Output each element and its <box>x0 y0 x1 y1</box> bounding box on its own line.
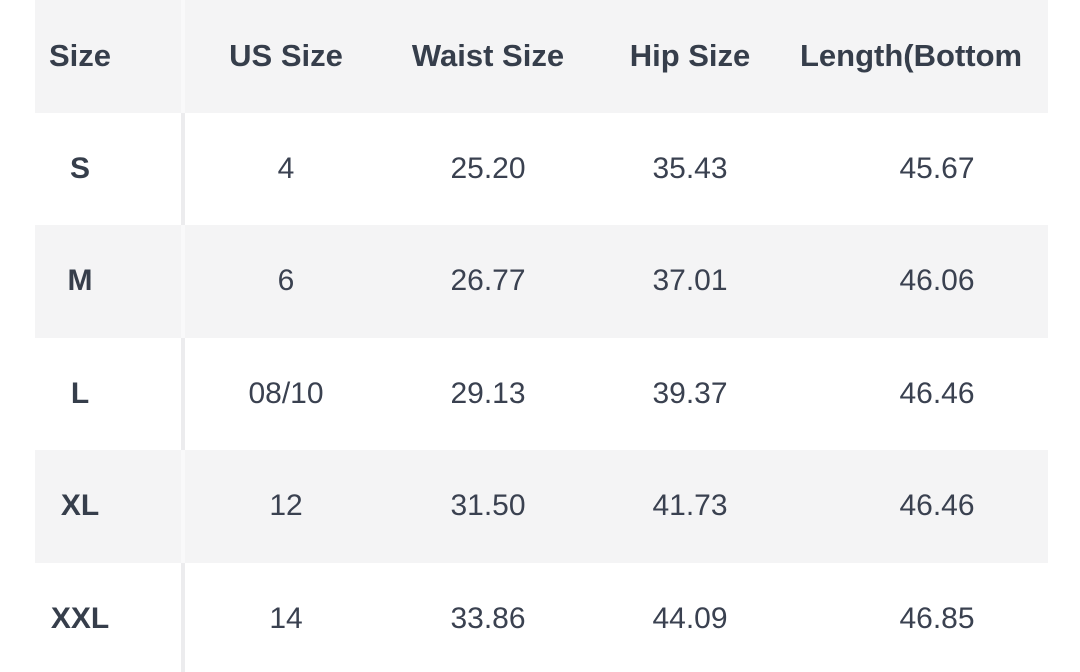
column-header-waist-size: Waist Size <box>411 38 565 74</box>
cell-waist-size: 25.20 <box>450 151 526 185</box>
column-divider <box>181 112 185 225</box>
column-divider <box>181 0 185 113</box>
cell-length: 45.67 <box>899 151 975 185</box>
cell-size: M <box>67 264 93 298</box>
cell-length: 46.46 <box>899 376 975 410</box>
cell-waist-size: 29.13 <box>450 376 526 410</box>
table-row-s: S 4 25.20 35.43 45.67 <box>35 112 1048 225</box>
cell-us-size: 12 <box>269 489 303 523</box>
column-header-us-size: US Size <box>229 38 343 74</box>
cell-hip-size: 35.43 <box>652 151 728 185</box>
cell-size: XL <box>60 489 100 523</box>
column-header-size: Size <box>48 38 112 74</box>
cell-size: L <box>70 376 90 410</box>
cell-length: 46.85 <box>899 601 975 635</box>
column-divider <box>181 225 185 338</box>
column-divider <box>181 562 185 672</box>
column-divider <box>181 337 185 450</box>
cell-us-size: 4 <box>277 151 295 185</box>
table-row-xxl: XXL 14 33.86 44.09 46.85 <box>35 562 1048 672</box>
table-row-l: L 08/10 29.13 39.37 46.46 <box>35 337 1048 450</box>
column-header-length-bottom: Length(Bottom <box>800 38 1023 74</box>
cell-hip-size: 44.09 <box>652 601 728 635</box>
cell-hip-size: 41.73 <box>652 489 728 523</box>
cell-waist-size: 26.77 <box>450 264 526 298</box>
table-header-row: Size US Size Waist Size Hip Size Length(… <box>35 0 1048 113</box>
column-divider <box>181 450 185 563</box>
column-header-hip-size: Hip Size <box>629 38 751 74</box>
cell-size: S <box>69 151 90 185</box>
table-body: S 4 25.20 35.43 45.67 M 6 26.77 37.01 46.06 L 08/10… <box>35 112 1048 672</box>
cell-waist-size: 31.50 <box>450 489 526 523</box>
cell-us-size: 08/10 <box>248 376 324 410</box>
cell-hip-size: 37.01 <box>652 264 728 298</box>
cell-us-size: 14 <box>269 601 303 635</box>
cell-length: 46.06 <box>899 264 975 298</box>
table-row-xl: XL 12 31.50 41.73 46.46 <box>35 450 1048 563</box>
cell-hip-size: 39.37 <box>652 376 728 410</box>
table-row-m: M 6 26.77 37.01 46.06 <box>35 225 1048 338</box>
size-chart-table[interactable]: Size US Size Waist Size Hip Size Length(… <box>35 0 1048 672</box>
cell-length: 46.46 <box>899 489 975 523</box>
cell-size: XXL <box>50 601 110 635</box>
cell-waist-size: 33.86 <box>450 601 526 635</box>
cell-us-size: 6 <box>277 264 295 298</box>
